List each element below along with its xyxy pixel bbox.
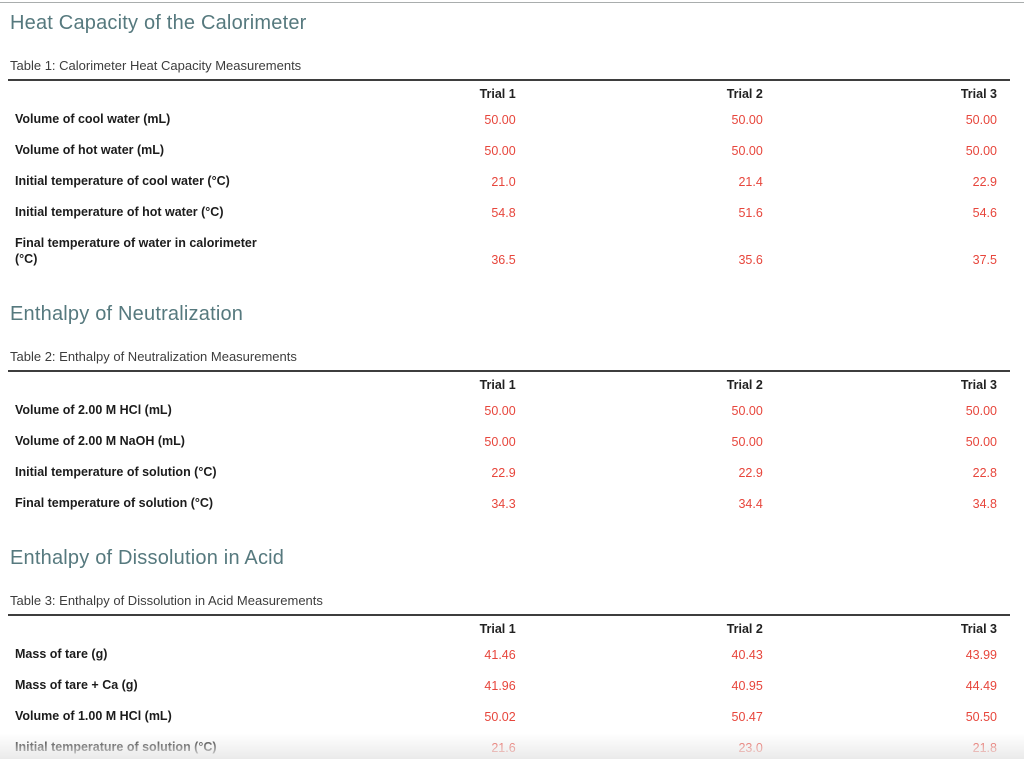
section-enthalpy-dissolution: Enthalpy of Dissolution in Acid Table 3:…: [8, 519, 1010, 759]
row-label: Volume of 2.00 M NaOH (mL): [15, 434, 185, 448]
column-header-trial-3: Trial 3: [960, 622, 997, 636]
cell-value: 34.8: [972, 497, 997, 511]
page-top-divider: [0, 2, 1024, 3]
row-label: Volume of hot water (mL): [15, 143, 165, 157]
table-row: Volume of hot water (mL) 50.00 50.00 50.…: [8, 135, 1010, 166]
cell-value: 21.4: [738, 175, 763, 189]
section-heading: Heat Capacity of the Calorimeter: [10, 12, 307, 34]
row-label: Volume of 1.00 M HCl (mL): [15, 709, 172, 723]
cell-value: 44.49: [965, 679, 997, 693]
row-label: Initial temperature of solution (°C): [15, 465, 217, 479]
column-header-trial-2: Trial 2: [726, 622, 763, 636]
row-label: Volume of 2.00 M HCl (mL): [15, 403, 172, 417]
table-row: Initial temperature of solution (°C) 22.…: [8, 457, 1010, 488]
table-row: Final temperature of solution (°C) 34.3 …: [8, 488, 1010, 519]
cell-value: 41.46: [484, 648, 516, 662]
column-header-empty: [8, 80, 269, 104]
cell-value: 50.00: [965, 144, 997, 158]
cell-value: 21.8: [972, 741, 997, 755]
row-label: Final temperature of water in calorimete…: [15, 236, 257, 266]
cell-value: 50.00: [484, 435, 516, 449]
cell-value: 50.00: [965, 113, 997, 127]
cell-value: 23.0: [738, 741, 763, 755]
table-row: Volume of 2.00 M NaOH (mL) 50.00 50.00 5…: [8, 426, 1010, 457]
cell-value: 22.9: [491, 466, 516, 480]
cell-value: 50.00: [484, 113, 516, 127]
cell-value: 51.6: [738, 206, 763, 220]
column-header-trial-3: Trial 3: [960, 378, 997, 392]
row-label: Mass of tare + Ca (g): [15, 678, 138, 692]
column-header-trial-2: Trial 2: [726, 378, 763, 392]
cell-value: 34.4: [738, 497, 763, 511]
cell-value: 37.5: [972, 253, 997, 267]
table-row: Mass of tare + Ca (g) 41.96 40.95 44.49: [8, 670, 1010, 701]
document-content: Heat Capacity of the Calorimeter Table 1…: [0, 3, 1024, 759]
cell-value: 41.96: [484, 679, 516, 693]
cell-value: 21.6: [491, 741, 516, 755]
table-row: Initial temperature of cool water (°C) 2…: [8, 166, 1010, 197]
column-header-empty: [8, 371, 269, 395]
cell-value: 36.5: [491, 253, 516, 267]
section-enthalpy-neutralization: Enthalpy of Neutralization Table 2: Enth…: [8, 275, 1010, 519]
cell-value: 54.8: [491, 206, 516, 220]
column-header-trial-1: Trial 1: [479, 622, 516, 636]
table-caption: Table 3: Enthalpy of Dissolution in Acid…: [10, 593, 323, 608]
table-row: Volume of 2.00 M HCl (mL) 50.00 50.00 50…: [8, 395, 1010, 426]
table-row: Initial temperature of hot water (°C) 54…: [8, 197, 1010, 228]
column-header-trial-1: Trial 1: [479, 87, 516, 101]
cell-value: 50.00: [731, 113, 763, 127]
cell-value: 50.00: [731, 144, 763, 158]
table-enthalpy-neutralization: Trial 1 Trial 2 Trial 3 Volume of 2.00 M…: [8, 370, 1010, 519]
cell-value: 50.00: [965, 404, 997, 418]
table-calorimeter-heat-capacity: Trial 1 Trial 2 Trial 3 Volume of cool w…: [8, 79, 1010, 275]
table-row: Initial temperature of solution (°C) 21.…: [8, 732, 1010, 759]
cell-value: 40.43: [731, 648, 763, 662]
column-header-trial-1: Trial 1: [479, 378, 516, 392]
row-label: Initial temperature of cool water (°C): [15, 174, 230, 188]
header-row: Trial 1 Trial 2 Trial 3: [8, 371, 1010, 395]
row-label: Initial temperature of solution (°C): [15, 740, 217, 754]
cell-value: 50.50: [965, 710, 997, 724]
section-heading: Enthalpy of Dissolution in Acid: [10, 547, 285, 569]
cell-value: 22.9: [972, 175, 997, 189]
row-label: Final temperature of solution (°C): [15, 496, 214, 510]
table-row: Final temperature of water in calorimete…: [8, 228, 1010, 275]
table-enthalpy-dissolution: Trial 1 Trial 2 Trial 3 Mass of tare (g)…: [8, 614, 1010, 759]
table-row: Mass of tare (g) 41.46 40.43 43.99: [8, 639, 1010, 670]
cell-value: 50.00: [731, 404, 763, 418]
cell-value: 50.00: [484, 404, 516, 418]
table-caption: Table 2: Enthalpy of Neutralization Meas…: [10, 349, 297, 364]
table-caption: Table 1: Calorimeter Heat Capacity Measu…: [10, 58, 302, 73]
table-row: Volume of 1.00 M HCl (mL) 50.02 50.47 50…: [8, 701, 1010, 732]
row-label: Initial temperature of hot water (°C): [15, 205, 224, 219]
cell-value: 50.00: [484, 144, 516, 158]
cell-value: 50.00: [965, 435, 997, 449]
cell-value: 35.6: [738, 253, 763, 267]
column-header-empty: [8, 615, 269, 639]
row-label: Mass of tare (g): [15, 647, 108, 661]
cell-value: 22.9: [738, 466, 763, 480]
column-header-trial-2: Trial 2: [726, 87, 763, 101]
cell-value: 50.00: [731, 435, 763, 449]
row-label: Volume of cool water (mL): [15, 112, 171, 126]
section-heading: Enthalpy of Neutralization: [10, 303, 244, 325]
cell-value: 21.0: [491, 175, 516, 189]
table-row: Volume of cool water (mL) 50.00 50.00 50…: [8, 104, 1010, 135]
cell-value: 43.99: [965, 648, 997, 662]
section-heat-capacity: Heat Capacity of the Calorimeter Table 1…: [8, 3, 1010, 275]
column-header-trial-3: Trial 3: [960, 87, 997, 101]
cell-value: 54.6: [972, 206, 997, 220]
header-row: Trial 1 Trial 2 Trial 3: [8, 80, 1010, 104]
cell-value: 50.02: [484, 710, 516, 724]
cell-value: 34.3: [491, 497, 516, 511]
cell-value: 50.47: [731, 710, 763, 724]
cell-value: 40.95: [731, 679, 763, 693]
cell-value: 22.8: [972, 466, 997, 480]
header-row: Trial 1 Trial 2 Trial 3: [8, 615, 1010, 639]
